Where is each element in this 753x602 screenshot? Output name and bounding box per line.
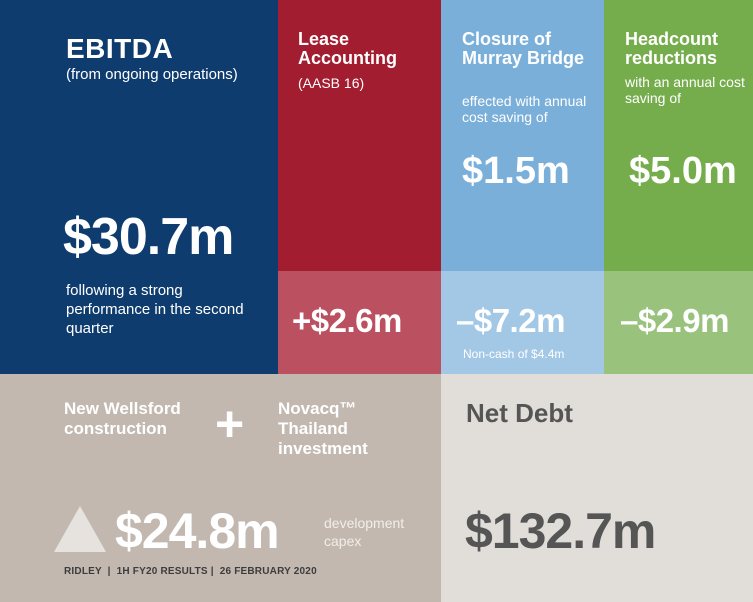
- capex-value: $24.8m: [115, 503, 280, 559]
- headcount-subtitle: with an annual cost saving of: [625, 74, 745, 106]
- lease-title: Lease Accounting: [298, 29, 397, 68]
- lease-subtitle: (AASB 16): [298, 75, 365, 91]
- net-debt-title: Net Debt: [466, 398, 573, 428]
- lease-impact-value: +$2.6m: [292, 302, 402, 339]
- triangle-up-icon: [54, 506, 106, 552]
- murray-subtitle: effected with annual cost saving of: [462, 93, 587, 125]
- capex-note: development capex: [324, 515, 405, 549]
- ebitda-value: $30.7m: [63, 208, 234, 266]
- murray-title: Closure of Murray Bridge: [462, 29, 585, 68]
- ebitda-tile: EBITDA (from ongoing operations) $30.7m …: [0, 0, 278, 374]
- murray-saving-value: $1.5m: [462, 150, 570, 192]
- headcount-saving-value: $5.0m: [629, 150, 737, 192]
- capex-tile: New Wellsford construction + Novacq™ Tha…: [0, 374, 441, 602]
- headcount-tile: Headcount reductions with an annual cost…: [604, 0, 753, 271]
- murray-note: Non-cash of $4.4m: [463, 347, 565, 361]
- murray-bridge-tile: Closure of Murray Bridge effected with a…: [441, 0, 604, 271]
- net-debt-tile: Net Debt $132.7m: [441, 374, 753, 602]
- murray-impact-value: –$7.2m: [456, 302, 565, 339]
- lease-accounting-tile: Lease Accounting (AASB 16): [278, 0, 441, 271]
- lease-impact-tile: +$2.6m: [278, 271, 441, 374]
- slide-footer: RIDLEY | 1H FY20 RESULTS | 26 FEBRUARY 2…: [64, 566, 317, 577]
- ebitda-description: following a strong performance in the se…: [66, 282, 244, 337]
- plus-sign: +: [215, 396, 245, 452]
- murray-impact-tile: –$7.2m Non-cash of $4.4m: [441, 271, 604, 374]
- ebitda-title: EBITDA: [66, 33, 174, 64]
- headcount-impact-value: –$2.9m: [620, 302, 729, 339]
- ebitda-subtitle: (from ongoing operations): [66, 66, 238, 83]
- capex-project-right: Novacq™ Thailand investment: [278, 399, 368, 458]
- net-debt-value: $132.7m: [465, 503, 656, 559]
- headcount-title: Headcount reductions: [625, 29, 719, 68]
- headcount-impact-tile: –$2.9m: [604, 271, 753, 374]
- capex-project-left: New Wellsford construction: [64, 399, 181, 438]
